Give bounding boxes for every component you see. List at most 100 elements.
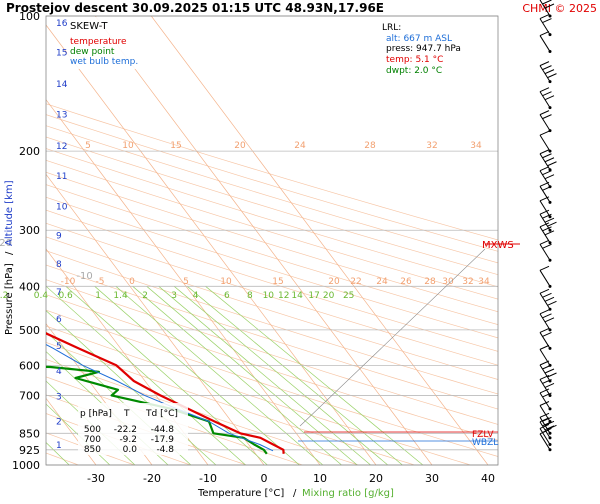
wind-barb (539, 166, 555, 189)
temperature-tick-label: 30 (425, 472, 439, 485)
wind-barb-staff (539, 433, 551, 451)
dry-adiabat (46, 171, 498, 313)
x-axis-title: Temperature [°C] / Mixing ratio [g/kg] (197, 488, 394, 499)
dry-adiabat (46, 103, 498, 241)
mixing-ratio-label: 4 (193, 291, 199, 301)
wind-barb-feather (544, 382, 555, 388)
wind-barb-feather (542, 91, 552, 97)
pressure-tick-label: 100 (19, 10, 40, 23)
table-cell: 850 (84, 445, 101, 455)
pressure-grid (45, 15, 499, 466)
wind-barb-dot (548, 129, 552, 133)
wind-barb-staff (539, 349, 551, 366)
mixing-ratio-line (187, 286, 403, 465)
mixing-ratio-line (132, 286, 342, 465)
altitude-tick-label: 7 (56, 288, 62, 298)
wind-barb-staff (539, 134, 551, 152)
temperature-tick-label: -10 (199, 472, 217, 485)
pressure-tick-label: 700 (19, 389, 40, 402)
mixing-ratio-label: 8 (247, 291, 253, 301)
wind-barb-dot (548, 168, 552, 172)
isotherm (46, 99, 321, 465)
wind-barb-staff (539, 0, 551, 17)
wind-barb-feather (544, 317, 555, 323)
dry-adiabat (46, 209, 498, 352)
copyright-text: CHMI © 2025 (522, 2, 597, 15)
wind-barb-dot (548, 393, 552, 397)
mixing-ratio-line (146, 286, 358, 465)
wind-barb-dot (548, 448, 552, 452)
wind-barb-feather (539, 401, 550, 406)
wind-barb (539, 31, 552, 54)
pressure-tick-label: 850 (19, 427, 40, 440)
wind-barb (539, 417, 555, 440)
wind-barb-feather (542, 243, 552, 249)
mixing-ratio-label: 10 (263, 291, 275, 301)
wind-barb-feather (539, 388, 550, 394)
wind-barb-dot (548, 407, 552, 411)
altitude-tick-label: 9 (56, 232, 62, 242)
mixing-ratio-label: 6 (224, 291, 230, 301)
wind-barb-feather (542, 416, 552, 422)
isotherm (94, 16, 433, 465)
table-cell: -44.8 (151, 425, 175, 435)
wind-barb (539, 14, 552, 37)
mixing-ratio-label: 2 (142, 291, 148, 301)
wind-barb (539, 87, 555, 110)
y-axis-title: Pressure [hPa] / Altitude [km] (4, 180, 15, 335)
dry-adiabat (46, 136, 498, 276)
wind-barb-dot (548, 241, 552, 245)
wind-barb-feather (539, 61, 550, 67)
wind-barb (539, 423, 552, 446)
wind-barb-feather (539, 110, 550, 116)
temperature-tick-label: -20 (143, 472, 161, 485)
wind-barb-feather (544, 95, 555, 101)
wind-barb-feather (539, 344, 550, 350)
theta-label: 20 (328, 277, 340, 287)
x-label-temperature: Temperature [°C] (197, 488, 284, 499)
wind-barb-feather (542, 0, 552, 5)
table-cell: -22.2 (114, 425, 137, 435)
mixing-ratio-label: 3 (171, 291, 177, 301)
lrl-alt: alt: 667 m ASL (386, 34, 452, 44)
theta-label: 10 (220, 277, 232, 287)
wind-barb-staff (539, 114, 551, 131)
altitude-tick-label: 1 (56, 441, 62, 451)
altitude-tick-label: 3 (56, 392, 62, 402)
theta-label: 24 (294, 141, 306, 151)
theta-label: 28 (364, 141, 376, 151)
wind-barb-dot (548, 228, 552, 232)
wind-barb (539, 222, 555, 245)
temperature-tick-label: 10 (313, 472, 327, 485)
pressure-tick-label: 300 (19, 224, 40, 237)
dry-adiabat (46, 236, 498, 380)
wind-barb-dot (548, 307, 552, 311)
altitude-tick-label: 6 (56, 315, 62, 325)
wind-barb-dot (548, 33, 552, 37)
wind-barb (539, 388, 552, 411)
wind-barb-dot (548, 431, 552, 435)
wbzl-label: WBZL (472, 438, 498, 448)
table-cell: 0.0 (123, 445, 138, 455)
table-header-p: p [hPa] (80, 409, 112, 419)
profile-wet-bulb-temp (46, 344, 274, 452)
legend: SKEW-T temperature dew point wet bulb te… (67, 17, 139, 69)
isotherm-label: -10 (76, 271, 92, 282)
altitude-tick-label: 2 (56, 417, 62, 427)
table-cell: 500 (84, 425, 101, 435)
wind-barb (539, 130, 552, 153)
dry-adiabat (46, 222, 498, 366)
table-cell: 700 (84, 435, 101, 445)
theta-label: -5 (96, 277, 105, 287)
table-header-td: Td [°C] (145, 409, 178, 419)
level-table: p [hPa] T Td [°C] 500 -22.2 -44.8 700 -9… (78, 403, 188, 455)
wind-barb (539, 344, 552, 367)
mixing-ratio-line (205, 286, 424, 465)
wind-barb (539, 374, 555, 397)
wind-barb-feather (542, 170, 552, 176)
wind-barb (539, 412, 557, 435)
dry-adiabat (46, 325, 471, 465)
mixing-ratio-label: 14 (291, 291, 303, 301)
temperature-tick-label: -30 (87, 472, 105, 485)
